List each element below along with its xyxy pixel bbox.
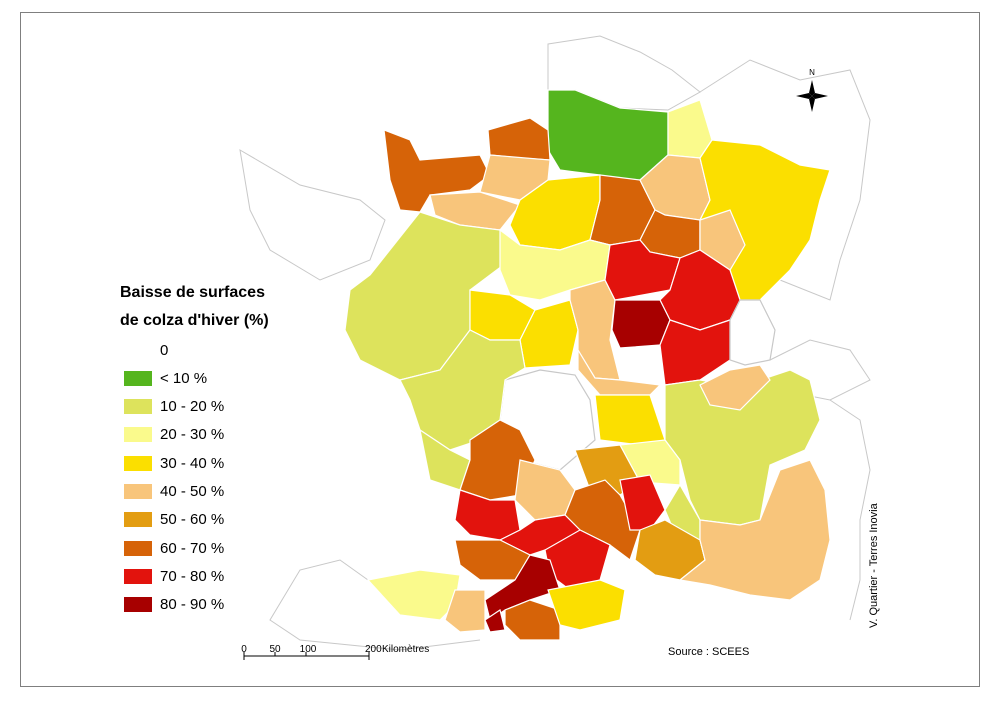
legend-item: 70 - 80 % xyxy=(124,566,224,586)
region-normandie-west xyxy=(383,129,491,213)
compass-rose-icon: N xyxy=(796,68,828,112)
source-note: Source : SCEES xyxy=(668,646,750,658)
region-aude xyxy=(547,579,626,631)
region-doubs xyxy=(729,299,776,366)
neighbour-germany xyxy=(699,59,871,301)
legend-item: 0 xyxy=(124,340,168,360)
region-ariege xyxy=(504,599,561,641)
author-credit: V. Quartier - Terres Inovia xyxy=(868,503,880,628)
legend-item: 50 - 60 % xyxy=(124,510,224,530)
legend-swatch xyxy=(124,568,152,584)
legend-swatch xyxy=(124,484,152,499)
scale-bar: 0 50 100 200 Kilomètres xyxy=(241,644,429,660)
region-haute-marne xyxy=(699,209,746,271)
region-loire xyxy=(594,394,666,446)
legend-swatch xyxy=(124,512,152,528)
legend-label: 30 - 40 % xyxy=(160,454,225,472)
north-arrow-label: N xyxy=(809,68,815,77)
neighbour-switzerland xyxy=(769,339,871,401)
neighbour-uk xyxy=(239,149,386,281)
legend-label: 60 - 70 % xyxy=(160,539,225,557)
france-regions xyxy=(344,89,831,641)
legend-label: 50 - 60 % xyxy=(160,511,225,529)
neighbour-italy xyxy=(829,399,871,621)
legend-swatch xyxy=(124,342,152,358)
scale-unit: Kilomètres xyxy=(382,644,429,655)
legend-swatch xyxy=(124,427,152,443)
region-haute-garonne-south xyxy=(484,609,506,633)
legend-item: 40 - 50 % xyxy=(124,482,224,502)
legend-item: 20 - 30 % xyxy=(124,425,224,445)
legend-swatch xyxy=(124,540,152,556)
region-provence xyxy=(678,459,831,601)
legend-item: 30 - 40 % xyxy=(124,453,224,473)
region-allier xyxy=(577,347,662,396)
legend-swatch xyxy=(124,399,152,415)
scale-tick-0: 0 xyxy=(241,644,247,655)
legend-swatch xyxy=(124,597,152,613)
legend-label: 10 - 20 % xyxy=(160,398,225,416)
legend-label: 70 - 80 % xyxy=(160,567,225,585)
legend-label: 20 - 30 % xyxy=(160,426,225,444)
legend-swatch xyxy=(124,455,152,471)
legend-item: 80 - 90 % xyxy=(124,595,224,615)
region-lozere xyxy=(619,474,666,531)
legend-item: 60 - 70 % xyxy=(124,538,224,558)
legend-swatch xyxy=(124,370,152,386)
legend-label: 40 - 50 % xyxy=(160,483,225,500)
map-frame xyxy=(20,12,980,687)
legend-item: < 10 % xyxy=(124,368,207,388)
region-pyrenees-atlantiques xyxy=(366,569,461,621)
legend-label: 0 xyxy=(160,341,169,359)
region-normandie-east xyxy=(487,117,551,161)
legend-title-line2: de colza d'hiver (%) xyxy=(120,312,269,329)
region-hautes-pyrenees xyxy=(444,589,486,633)
legend-label: 80 - 90 % xyxy=(160,596,225,614)
neighbour-spain xyxy=(269,559,481,651)
region-savoie xyxy=(699,364,771,411)
legend-item: 10 - 20 % xyxy=(124,397,224,417)
legend-title-line1: Baisse de surfaces xyxy=(120,284,265,301)
scale-tick-100: 100 xyxy=(300,644,317,655)
region-nord xyxy=(547,89,669,181)
scale-tick-50: 50 xyxy=(269,644,281,655)
scale-tick-200: 200 xyxy=(365,644,382,655)
legend-label: < 10 % xyxy=(160,369,208,387)
